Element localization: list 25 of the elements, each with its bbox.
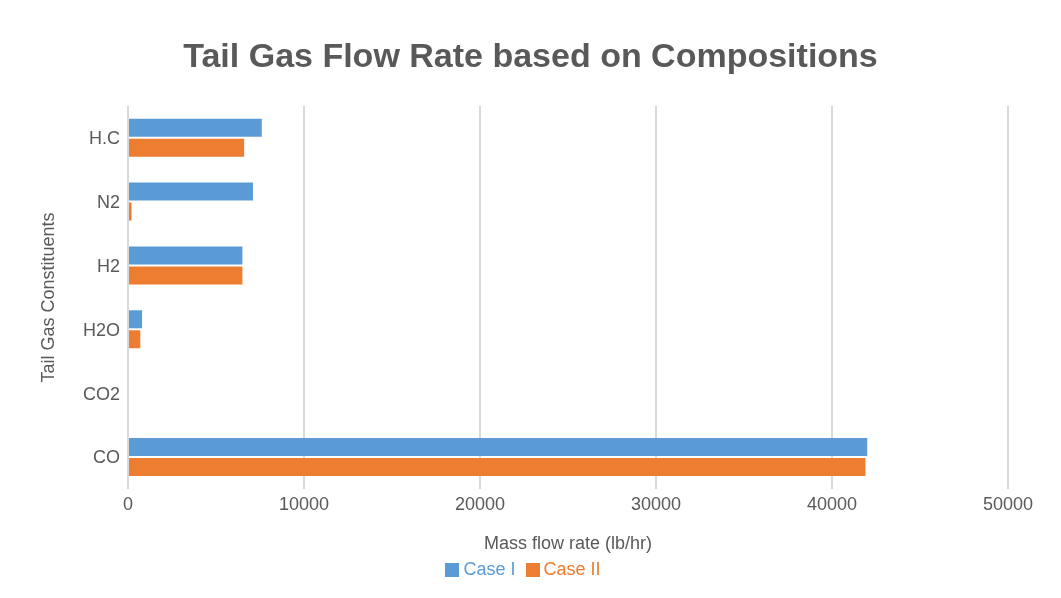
y-axis-title: Tail Gas Constituents bbox=[38, 212, 59, 383]
y-tick-label: H2 bbox=[96, 255, 120, 276]
bar bbox=[128, 182, 253, 201]
x-tick-label: 50000 bbox=[982, 493, 1034, 514]
y-tick-label: H2O bbox=[82, 319, 120, 340]
bar bbox=[128, 266, 243, 285]
x-axis-title: Mass flow rate (lb/hr) bbox=[483, 533, 653, 553]
legend-label: Case II bbox=[543, 559, 601, 579]
bar bbox=[128, 246, 243, 265]
x-tick-label: 40000 bbox=[806, 493, 858, 514]
x-tick-label: 10000 bbox=[278, 493, 330, 514]
x-tick-label: 20000 bbox=[454, 493, 506, 514]
legend-label: Case I bbox=[463, 559, 516, 579]
y-tick-label: CO bbox=[93, 447, 120, 468]
bar bbox=[128, 310, 143, 329]
y-tick-label: H.C bbox=[89, 128, 120, 149]
chart-title: Tail Gas Flow Rate based on Compositions bbox=[182, 35, 879, 76]
bar bbox=[128, 118, 262, 137]
x-tick-label: 0 bbox=[122, 493, 134, 514]
y-tick-label: CO2 bbox=[82, 383, 120, 404]
x-tick-label: 30000 bbox=[630, 493, 682, 514]
bar bbox=[128, 138, 245, 157]
bar bbox=[128, 457, 866, 476]
bar bbox=[128, 437, 868, 456]
y-tick-label: N2 bbox=[96, 192, 120, 213]
